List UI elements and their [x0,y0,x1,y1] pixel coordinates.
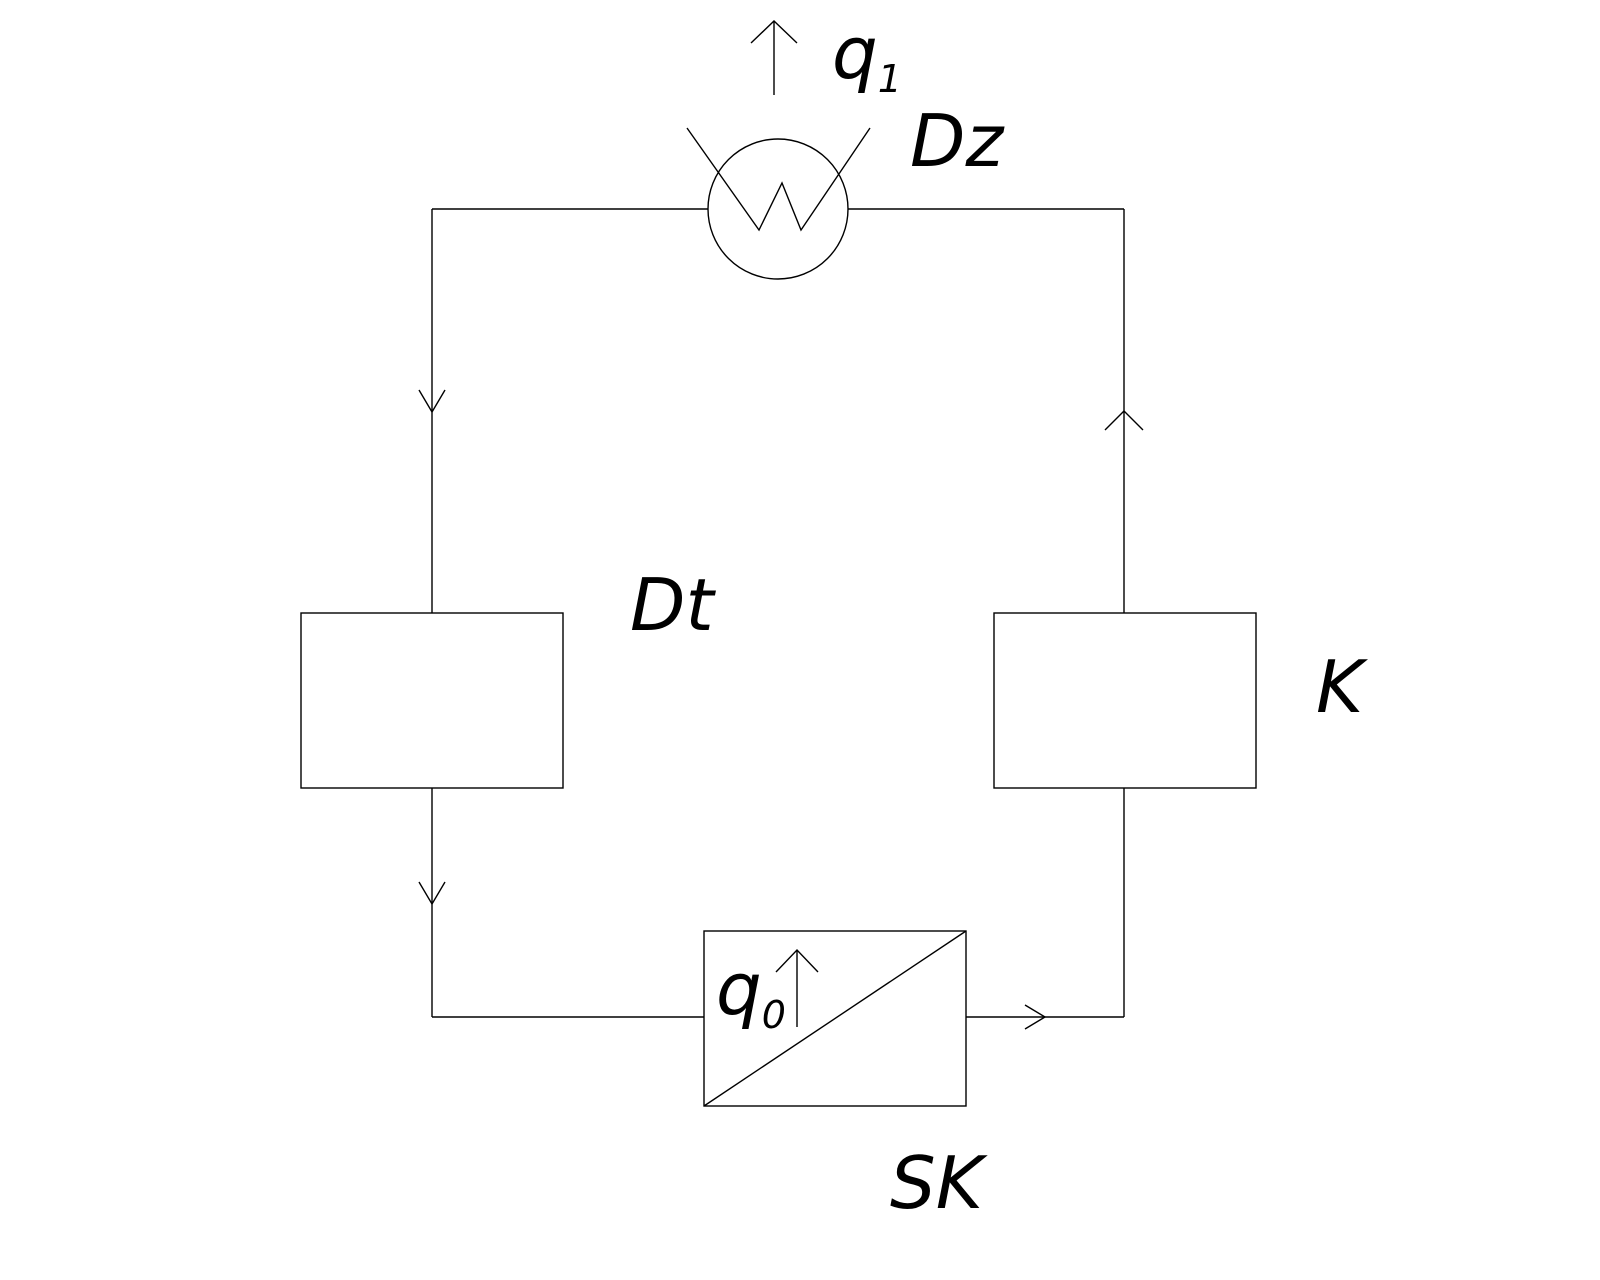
cooler-box-outline [703,930,967,1107]
flow-arrow-down-icon [418,881,446,906]
compressor-label: K [1316,645,1368,729]
cooler-box [703,930,967,1107]
heat-exchanger-circle [707,138,849,280]
heat-in-label: q0 [716,947,786,1037]
compressor-box [993,612,1257,789]
flow-arrows [418,389,1144,1030]
arrow-up-icon [775,948,819,973]
cooler-box-diagonal [703,930,967,1107]
heat-in-arrow [775,948,819,1027]
expander-label: Dt [630,563,716,647]
flow-arrow-up-icon [1104,410,1144,431]
flow-arrow-down-icon [418,389,446,414]
heat-exchanger-coil-icon [686,127,871,232]
flow-arrow-right-icon [1024,1004,1047,1030]
expander-box [300,612,564,789]
arrow-up-icon [750,20,798,44]
heat-out-arrow [750,20,798,95]
throttle-label: Dz [910,99,1005,183]
heat-exchanger-symbol [686,127,871,280]
heat-out-label: q1 [832,11,902,101]
cooler-label: SK [890,1141,988,1225]
